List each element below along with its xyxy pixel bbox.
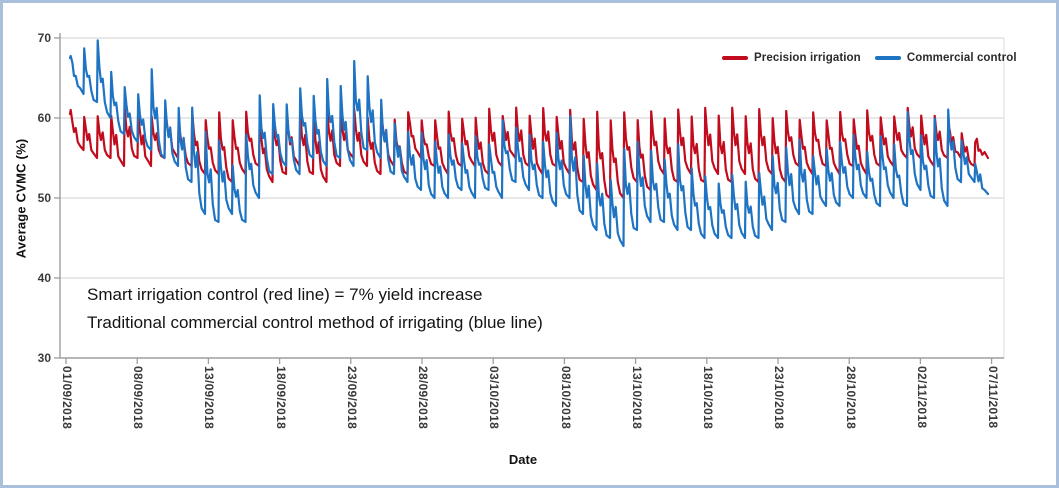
xtick-date-3: 18/09/2018 — [274, 366, 288, 430]
ytick-50: 50 — [37, 191, 51, 205]
legend: Precision irrigation Commercial control — [722, 52, 1017, 64]
annotation-text: Smart irrigation control (red line) = 7%… — [87, 281, 543, 337]
series-layer — [68, 39, 990, 248]
xtick-date-13: 07/11/2018 — [986, 366, 1000, 429]
x-tick-marks — [65, 358, 993, 364]
chart-canvas — [54, 33, 1005, 364]
xtick-date-9: 18/10/2018 — [701, 366, 715, 430]
ytick-70: 70 — [37, 31, 51, 45]
series-line-commercial-control — [68, 39, 990, 248]
xtick-date-1: 08/09/2018 — [131, 366, 145, 430]
ytick-30: 30 — [37, 351, 51, 365]
legend-item-commercial-control: Commercial control — [874, 52, 1017, 64]
blue-line-swatch-icon — [874, 56, 901, 60]
red-line-swatch-icon — [722, 56, 748, 60]
xtick-date-12: 02/11/2018 — [915, 366, 929, 429]
annotation-line-2: Traditional commercial control method of… — [87, 313, 543, 332]
y-axis-title: Average CVMC (%) — [13, 138, 29, 259]
xtick-date-8: 13/10/2018 — [630, 366, 644, 430]
y-tick-marks — [54, 37, 60, 359]
legend-label: Precision irrigation — [754, 52, 861, 64]
xtick-date-5: 28/09/2018 — [416, 366, 430, 430]
xtick-date-6: 03/10/2018 — [487, 366, 501, 430]
ytick-60: 60 — [37, 111, 51, 125]
ytick-40: 40 — [37, 271, 51, 285]
legend-label: Commercial control — [906, 52, 1017, 64]
xtick-date-10: 23/10/2018 — [772, 366, 786, 430]
legend-item-precision-irrigation: Precision irrigation — [722, 52, 861, 64]
xtick-date-4: 23/09/2018 — [345, 366, 359, 430]
xtick-date-11: 28/10/2018 — [844, 366, 858, 430]
xtick-date-7: 08/10/2018 — [559, 366, 573, 430]
x-axis-title: Date — [508, 452, 538, 467]
xtick-date-2: 13/09/2018 — [202, 366, 216, 430]
xtick-date-0: 01/09/2018 — [60, 366, 74, 430]
annotation-line-1: Smart irrigation control (red line) = 7%… — [87, 285, 483, 304]
